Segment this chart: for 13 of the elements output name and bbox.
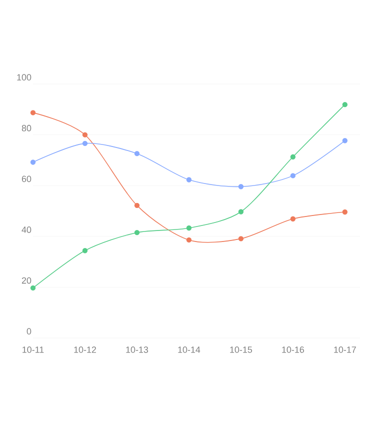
x-tick-label: 10-15 [230, 346, 252, 353]
x-tick-label: 10-16 [282, 346, 304, 353]
y-tick-label: 60 [22, 176, 32, 182]
x-tick-label: 10-17 [334, 346, 356, 353]
x-tick-label: 10-11 [22, 346, 44, 353]
x-tick-label: 10-13 [126, 346, 148, 353]
y-tick-label: 20 [22, 277, 32, 284]
y-tick-label: 40 [22, 226, 32, 233]
y-tick-label: 0 [26, 328, 32, 334]
x-tick-label: 10-14 [178, 346, 200, 353]
y-tick-label: 100 [17, 74, 32, 80]
x-tick-label: 10-12 [74, 346, 96, 353]
y-tick-label: 80 [22, 124, 32, 132]
